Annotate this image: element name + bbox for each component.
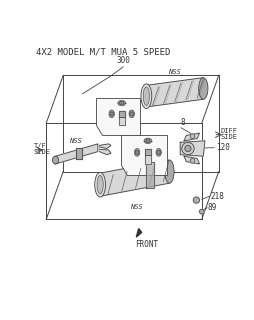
Text: NSS: NSS <box>124 138 135 143</box>
Text: NSS: NSS <box>99 101 110 106</box>
Text: NSS: NSS <box>69 138 81 144</box>
Circle shape <box>135 150 139 154</box>
Polygon shape <box>136 228 142 237</box>
Ellipse shape <box>118 100 125 106</box>
Text: NSS: NSS <box>130 204 143 210</box>
Ellipse shape <box>141 84 152 108</box>
Text: 8: 8 <box>181 118 186 127</box>
Ellipse shape <box>97 175 103 194</box>
Text: 218: 218 <box>210 192 224 201</box>
Polygon shape <box>119 111 125 117</box>
Polygon shape <box>145 156 151 164</box>
Text: SIDE: SIDE <box>220 134 237 140</box>
Polygon shape <box>55 144 98 164</box>
Ellipse shape <box>144 138 152 143</box>
Circle shape <box>190 158 195 163</box>
Ellipse shape <box>165 160 174 183</box>
Polygon shape <box>146 162 154 188</box>
Circle shape <box>120 101 124 105</box>
Circle shape <box>110 112 114 116</box>
Text: 9: 9 <box>117 127 122 136</box>
Text: 89: 89 <box>208 203 217 212</box>
Circle shape <box>182 142 194 155</box>
Text: 120: 120 <box>216 143 230 152</box>
Ellipse shape <box>109 110 114 118</box>
Ellipse shape <box>156 148 161 156</box>
Circle shape <box>190 134 195 139</box>
Text: 300: 300 <box>116 56 130 65</box>
Ellipse shape <box>143 87 149 105</box>
Polygon shape <box>184 133 199 141</box>
Ellipse shape <box>199 78 208 99</box>
Circle shape <box>130 112 134 116</box>
Polygon shape <box>99 144 111 148</box>
Polygon shape <box>146 78 203 107</box>
Polygon shape <box>180 141 205 156</box>
Ellipse shape <box>134 148 140 156</box>
Ellipse shape <box>52 156 59 164</box>
Polygon shape <box>121 135 167 175</box>
Polygon shape <box>76 148 82 159</box>
Text: SIDE: SIDE <box>34 149 51 155</box>
Text: NSS: NSS <box>168 69 181 75</box>
Polygon shape <box>100 160 169 196</box>
Circle shape <box>193 197 199 203</box>
Text: FRONT: FRONT <box>135 240 158 249</box>
Polygon shape <box>119 117 125 124</box>
Polygon shape <box>99 149 111 155</box>
Polygon shape <box>145 149 151 156</box>
Ellipse shape <box>95 172 105 197</box>
Text: 9: 9 <box>142 167 146 176</box>
Polygon shape <box>184 156 199 164</box>
Circle shape <box>185 145 191 152</box>
Polygon shape <box>96 98 140 135</box>
Ellipse shape <box>129 110 134 118</box>
Text: 4X2 MODEL M/T MUA 5 SPEED: 4X2 MODEL M/T MUA 5 SPEED <box>36 48 171 57</box>
Circle shape <box>157 150 161 154</box>
Circle shape <box>146 139 150 143</box>
Text: DIFF: DIFF <box>220 128 237 134</box>
Circle shape <box>199 209 204 214</box>
Text: T/F: T/F <box>34 143 47 149</box>
